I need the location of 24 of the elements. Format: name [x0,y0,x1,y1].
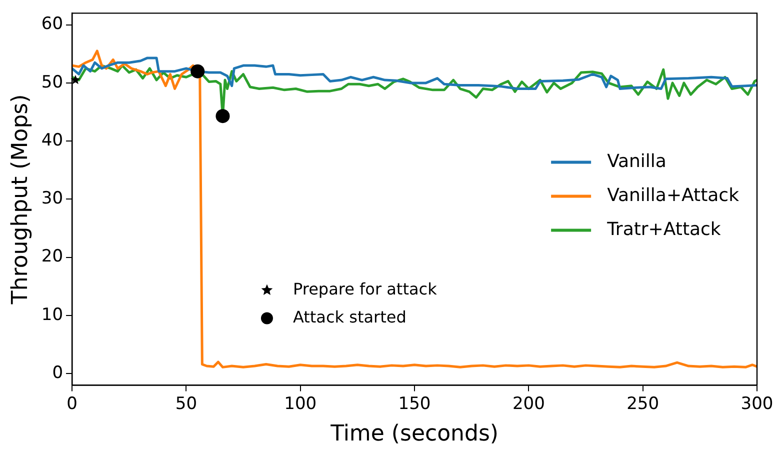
x-tick-label: 0 [66,394,78,414]
legend-label: Prepare for attack [292,279,438,298]
legend-label: Tratr+Attack [606,218,722,240]
point [190,64,205,78]
x-axis-title: Time (seconds) [330,422,498,447]
x-tick-label: 100 [284,394,317,414]
point [216,109,230,124]
y-tick-label: 30 [41,188,64,209]
y-tick-label: 0 [52,362,64,383]
y-tick-label: 10 [41,304,64,325]
y-tick-label: 60 [41,14,64,34]
y-tick-label: 40 [41,130,64,150]
legend-label: Vanilla+Attack [607,184,740,206]
x-tick-label: 250 [626,394,660,414]
legend-label: Attack started [292,307,406,326]
y-tick-label: 50 [41,72,64,92]
x-tick-label: 300 [740,394,774,414]
y-tick-label: 20 [41,246,64,267]
y-axis-title: Throughput (Mops) [8,94,33,306]
point [70,75,80,84]
x-tick-label: 50 [175,394,198,414]
x-tick-label: 150 [398,394,431,414]
legend-label: Vanilla [607,150,666,172]
x-tick-label: 200 [512,394,545,414]
